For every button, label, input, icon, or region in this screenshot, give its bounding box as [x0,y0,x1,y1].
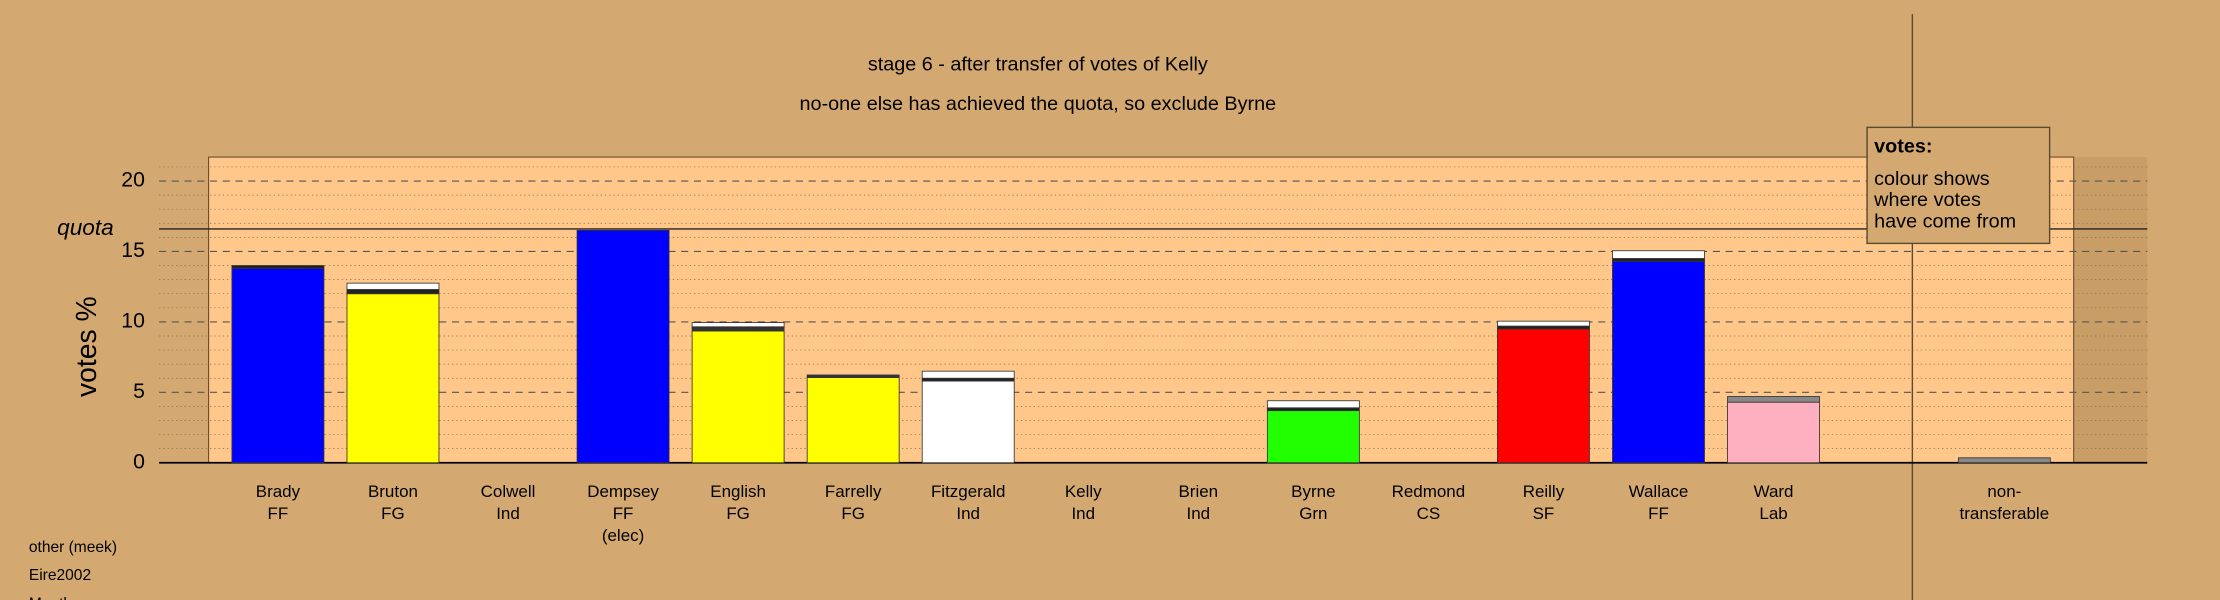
x-tick-label: Ward [1754,482,1794,501]
bar-segment [576,229,670,464]
x-tick-label: Dempsey [587,482,659,501]
y-tick-label: 0 [133,450,145,473]
x-tick-label: FG [381,504,405,523]
bar-segment [1727,401,1820,464]
chart-title: stage 6 - after transfer of votes of Kel… [868,53,1208,75]
x-tick-label: Fitzgerald [931,482,1006,501]
bar-segment [806,377,900,464]
x-tick-label: SF [1533,504,1555,523]
bar-segment [1727,396,1820,403]
legend-text: colour shows [1874,168,1990,190]
x-tick-label: Byrne [1291,482,1335,501]
x-tick-label: Ind [1071,504,1095,523]
x-tick-label: Grn [1299,504,1327,523]
x-tick-label: CS [1417,504,1441,523]
bar-segment [921,370,1015,379]
bar-segment [691,330,785,464]
footer-text: Eire2002 [29,567,91,584]
bar-segment [691,326,785,332]
bar-segment [691,322,785,328]
bar-segment [806,374,900,378]
bar-segment [346,293,440,464]
x-tick-label: FF [268,504,289,523]
bar-segment [1957,457,2051,464]
x-tick-label: Brady [256,482,301,501]
bar-segment [1266,400,1360,409]
y-tick-label: 10 [121,309,145,332]
x-tick-label: Ind [1187,504,1211,523]
footer-text: Meath [29,595,72,600]
x-tick-label: transferable [1960,504,2050,523]
bar-segment [346,289,440,295]
x-tick-label: Lab [1759,504,1787,523]
y-tick-label: 5 [133,380,145,403]
side-shade [2073,157,2148,463]
legend-text: where votes [1873,189,1981,211]
x-tick-label: English [710,482,766,501]
x-tick-label: FG [726,504,750,523]
x-tick-label: FG [841,504,865,523]
legend-box [1866,126,2051,245]
chart-subtitle: no-one else has achieved the quota, so e… [800,93,1277,115]
bar-segment [231,267,325,464]
bar-segment [346,282,440,290]
x-tick-label: Colwell [481,482,536,501]
x-tick-label: Kelly [1065,482,1102,501]
x-tick-label: FF [613,504,634,523]
bar-segment [1266,410,1360,464]
x-tick-label: Farrelly [825,482,882,501]
y-tick-label: 15 [121,239,145,262]
bar-segment [1497,320,1590,327]
bar-segment [921,380,1015,464]
x-tick-label: Ind [956,504,980,523]
legend-text: have come from [1874,210,2016,232]
x-tick-label: Bruton [368,482,418,501]
x-tick-label: Reilly [1523,482,1565,501]
y-axis-label: votes % [70,296,102,397]
footer-text: other (meek) [29,539,117,556]
y-tick-label: 20 [121,169,145,192]
x-tick-label: non- [1987,482,2021,501]
x-tick-label: Ind [496,504,520,523]
x-tick-label: (elec) [602,526,644,545]
legend-title: votes: [1874,135,1932,157]
quota-label: quota [57,215,114,240]
bar-segment [231,265,325,269]
bar-segment [1497,328,1590,464]
bar-segment [1612,260,1705,464]
x-tick-label: Brien [1178,482,1218,501]
x-tick-label: FF [1648,504,1669,523]
x-tick-label: Wallace [1629,482,1689,501]
x-tick-label: Redmond [1392,482,1466,501]
bar-segment [1612,250,1705,259]
